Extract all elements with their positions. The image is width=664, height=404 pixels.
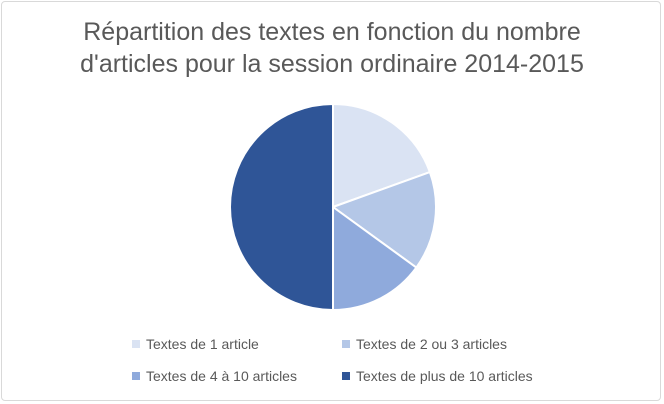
legend-swatch bbox=[132, 340, 140, 348]
legend-item-4-10-articles: Textes de 4 à 10 articles bbox=[132, 367, 342, 385]
legend-swatch bbox=[342, 372, 350, 380]
legend: Textes de 1 article Textes de 2 ou 3 art… bbox=[132, 335, 592, 385]
pie-slice-4-10-articles bbox=[332, 206, 418, 311]
pie-slice-2-3-articles bbox=[332, 171, 437, 269]
chart-title-line-2: d'articles pour la session ordinaire 201… bbox=[80, 50, 584, 78]
legend-item-1-article: Textes de 1 article bbox=[132, 335, 342, 353]
pie-slice-1-article bbox=[332, 103, 431, 208]
legend-label: Textes de 4 à 10 articles bbox=[146, 368, 297, 384]
legend-label: Textes de 1 article bbox=[146, 336, 259, 352]
legend-swatch bbox=[342, 340, 350, 348]
legend-label: Textes de 2 ou 3 articles bbox=[356, 336, 507, 352]
chart-title-line-1: Répartition des textes en fonction du no… bbox=[83, 18, 581, 46]
chart-title: Répartition des textes en fonction du no… bbox=[2, 16, 662, 80]
legend-item-2-3-articles: Textes de 2 ou 3 articles bbox=[342, 335, 592, 353]
pie-slice-plus-10-articles bbox=[229, 103, 334, 311]
legend-item-plus-10-articles: Textes de plus de 10 articles bbox=[342, 367, 592, 385]
pie-chart bbox=[229, 103, 437, 311]
legend-swatch bbox=[132, 372, 140, 380]
legend-label: Textes de plus de 10 articles bbox=[356, 368, 533, 384]
